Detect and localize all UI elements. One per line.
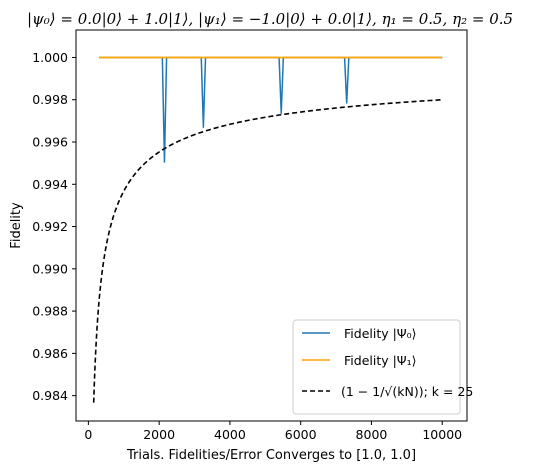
x-axis-label: Trials. Fidelities/Error Converges to [1… — [126, 448, 416, 463]
legend: Fidelity |Ψ₀⟩ Fidelity |Ψ₁⟩ (1 − 1/√(kN)… — [292, 319, 473, 415]
series-fidelity-psi0-line — [99, 56, 443, 163]
legend-label-fidelity-psi0: Fidelity |Ψ₀⟩ — [344, 326, 417, 341]
x-tick-label: 8000 — [356, 427, 388, 442]
x-tick-label: 0 — [84, 427, 92, 442]
x-axis-ticks: 0 2000 4000 6000 8000 10000 — [84, 421, 462, 442]
legend-box — [292, 319, 461, 415]
plot-area — [75, 29, 468, 422]
x-tick-label: 4000 — [214, 427, 246, 442]
series-bound-line — [92, 98, 443, 403]
x-tick-label: 10000 — [422, 427, 462, 442]
y-tick-label: 0.996 — [32, 135, 68, 150]
y-tick-label: 0.990 — [32, 261, 68, 276]
y-tick-label: 0.994 — [32, 177, 68, 192]
x-tick-label: 2000 — [143, 427, 175, 442]
x-tick-label: 6000 — [285, 427, 317, 442]
axes-frame — [75, 29, 468, 422]
y-tick-label: 1.000 — [32, 50, 68, 65]
series-layer — [92, 56, 443, 403]
legend-label-fidelity-psi1: Fidelity |Ψ₁⟩ — [344, 353, 417, 368]
y-tick-label: 0.988 — [32, 304, 68, 319]
y-tick-label: 0.986 — [32, 346, 68, 361]
legend-label-bound: (1 − 1/√(kN)); k = 25 — [341, 384, 473, 399]
y-tick-label: 0.992 — [32, 219, 68, 234]
chart-title: |ψ₀⟩ = 0.0|0⟩ + 1.0|1⟩, |ψ₁⟩ = −1.0|0⟩ +… — [27, 10, 513, 28]
y-tick-label: 0.998 — [32, 92, 68, 107]
y-tick-label: 0.984 — [32, 388, 68, 403]
y-axis-label: Fidelity — [9, 202, 24, 249]
y-axis-ticks: 0.984 0.986 0.988 0.990 0.992 0.994 0.996 0.998… — [32, 50, 76, 403]
